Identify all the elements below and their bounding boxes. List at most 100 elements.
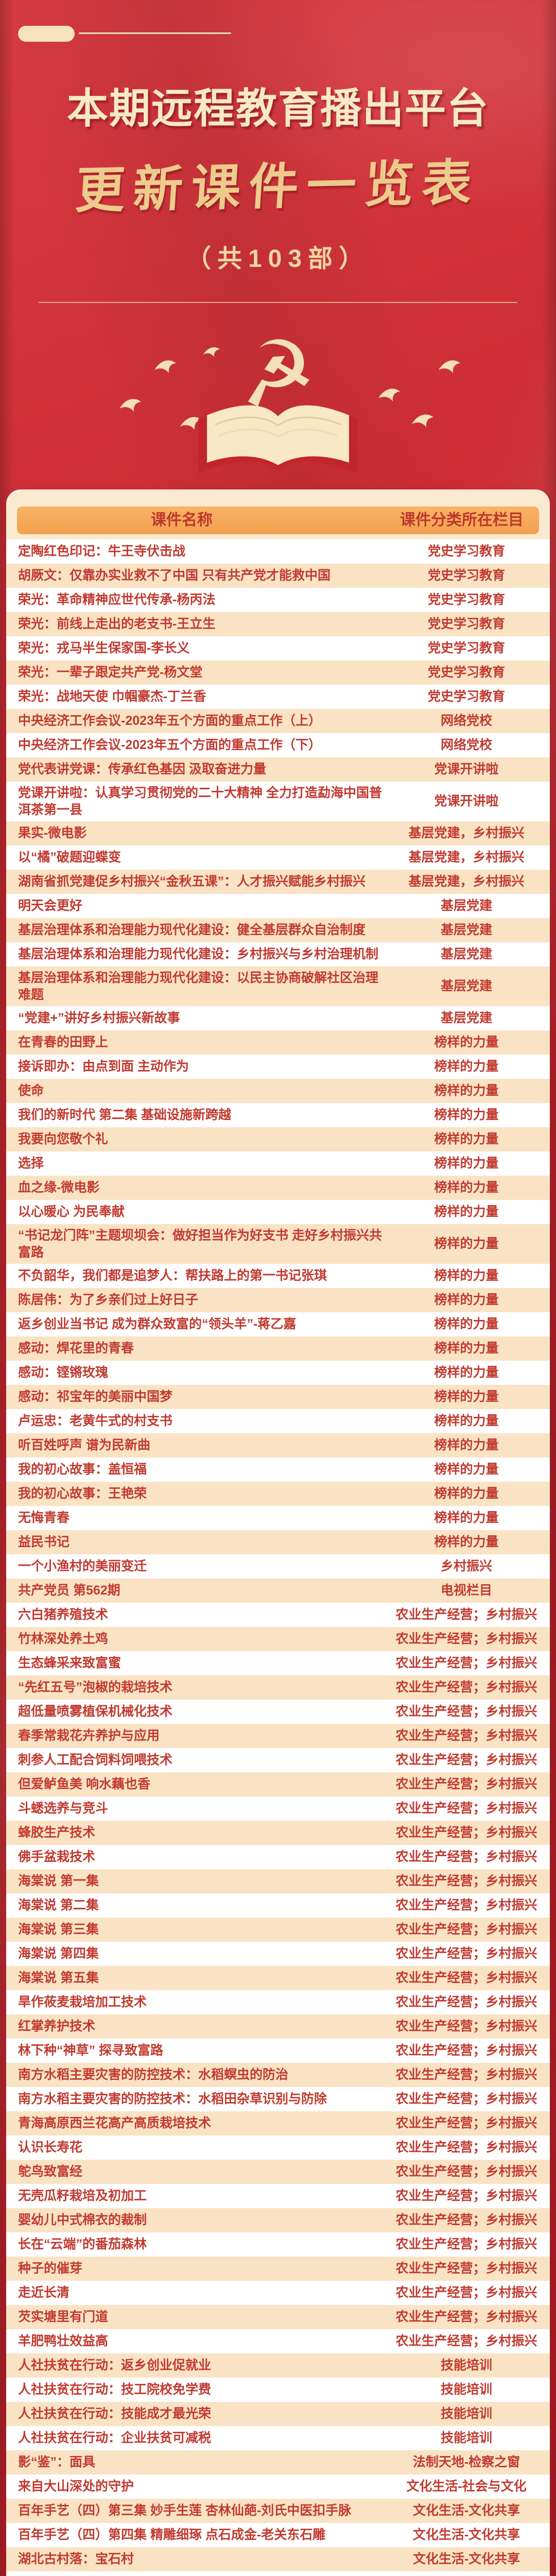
- course-category: 榜样的力量: [434, 1413, 499, 1428]
- course-category: 榜样的力量: [434, 1204, 499, 1219]
- course-title: 荣光：一辈子跟定共产党-杨文堂: [18, 665, 203, 680]
- course-category: 农业生产经营；乡村振兴: [395, 2212, 537, 2227]
- table-row: 接诉即办：由点到面 主动作为 榜样的力量: [6, 1055, 550, 1079]
- course-category: 技能培训: [440, 2406, 492, 2421]
- course-title: 以心暖心 为民奉献: [18, 1205, 125, 1219]
- course-title: 海棠说 第二集: [18, 1898, 99, 1913]
- course-title: 超低量喷雾植保机械化技术: [18, 1704, 173, 1719]
- column-header-category: 课件分类所在栏目: [400, 512, 524, 529]
- course-title: 海棠说 第一集: [18, 1874, 99, 1889]
- book-right-page: [278, 405, 349, 465]
- table-row: 春季常栽花卉养护与应用 农业生产经营；乡村振兴: [6, 1724, 550, 1748]
- course-title: 人社扶贫在行动：企业扶贫可减税: [18, 2431, 212, 2446]
- header-line-decoration: [79, 32, 231, 34]
- table-row: 明天会更好 基层党建: [6, 894, 550, 918]
- course-category: 农业生产经营；乡村振兴: [395, 2261, 537, 2276]
- course-category: 榜样的力量: [434, 1059, 499, 1074]
- course-title: 明天会更好: [18, 899, 83, 913]
- table-row: 长在“云端”的番茄森林 农业生产经营；乡村振兴: [6, 2232, 550, 2257]
- dove-icon: [119, 399, 141, 412]
- table-row: 百年手艺（四）第四集 精雕细琢 点石成金-老关东石雕 文化生活-文化共享: [6, 2523, 550, 2547]
- course-category: 农业生产经营；乡村振兴: [395, 1704, 537, 1719]
- course-category: 技能培训: [440, 2358, 492, 2372]
- course-title: 荣光：前线上走出的老支书-王立生: [18, 617, 216, 632]
- course-category: 电视栏目: [440, 1583, 492, 1598]
- table-row: 湖湘百工：土家族竹雕综述 文化生活-文化共享: [6, 2571, 550, 2576]
- table-row: 听百姓呼声 谱为民新曲 榜样的力量: [6, 1433, 550, 1458]
- course-category: 农业生产经营；乡村振兴: [395, 1680, 537, 1694]
- table-row: 海棠说 第一集 农业生产经营；乡村振兴: [6, 1869, 550, 1893]
- table-row: 定陶红色印记：牛王寺伏击战 党史学习教育: [6, 539, 550, 564]
- table-row: 蜂胶生产技术 农业生产经营；乡村振兴: [6, 1821, 550, 1845]
- course-category: 农业生产经营；乡村振兴: [395, 1922, 537, 1937]
- course-title: 接诉即办：由点到面 主动作为: [18, 1059, 189, 1074]
- course-title: 我要向您敬个礼: [18, 1132, 109, 1147]
- course-title: 荣光：战地天使 巾帼豪杰-丁兰香: [18, 689, 206, 704]
- course-title: 生态蜂采来致富蜜: [18, 1656, 121, 1671]
- course-category: 文化生活-文化共享: [412, 2527, 520, 2542]
- dove-icon: [412, 414, 433, 427]
- table-row: 林下种“神草” 探寻致富路 农业生产经营；乡村振兴: [6, 2039, 550, 2063]
- table-row: 佛手盆栽技术 农业生产经营；乡村振兴: [6, 1845, 550, 1869]
- course-category: 党课开讲啦: [434, 761, 499, 776]
- course-category: 农业生产经营；乡村振兴: [395, 2043, 537, 2058]
- course-category: 农业生产经营；乡村振兴: [395, 1873, 537, 1888]
- course-title: 斗蟋选养与竞斗: [18, 1801, 109, 1816]
- course-title: 青海高原西兰花高产高质栽培技术: [18, 2116, 212, 2131]
- table-row: 卢运忠：老黄牛式的村支书 榜样的力量: [6, 1409, 550, 1433]
- table-row: 中央经济工作会议-2023年五个方面的重点工作（上） 网络党校: [6, 709, 550, 733]
- course-category: 基层党建: [440, 922, 492, 937]
- course-category: 文化生活-社会与文化: [406, 2479, 527, 2494]
- course-title: 湖湘百工：土家族竹雕综述: [18, 2572, 389, 2576]
- course-category: 农业生产经营；乡村振兴: [395, 2115, 537, 2130]
- table-row: 竹林深处养土鸡 农业生产经营；乡村振兴: [6, 1627, 550, 1651]
- table-row: 我的初心故事：王艳荣 榜样的力量: [6, 1482, 550, 1506]
- course-title: 感动：铿锵玫瑰: [18, 1365, 109, 1380]
- table-row: 基层治理体系和治理能力现代化建设：乡村振兴与乡村治理机制 基层党建: [6, 942, 550, 967]
- course-category: 基层党建: [440, 946, 492, 961]
- course-title: 基层治理体系和治理能力现代化建设：以民主协商破解社区治理难题: [18, 971, 379, 1002]
- course-title: 湖北古村落：宝石村: [18, 2552, 134, 2567]
- course-category: 乡村振兴: [440, 1558, 492, 1573]
- course-title: 旱作莜麦栽培加工技术: [18, 1995, 147, 2010]
- course-category: 农业生产经营；乡村振兴: [395, 2019, 537, 2033]
- course-title: 认识长寿花: [18, 2140, 83, 2155]
- table-row: 旱作莜麦栽培加工技术 农业生产经营；乡村振兴: [6, 1990, 550, 2014]
- course-category: 榜样的力量: [434, 1534, 499, 1549]
- table-row: 影“鉴”：面具 法制天地-检察之窗: [6, 2450, 550, 2475]
- course-category: 农业生产经营；乡村振兴: [395, 1970, 537, 1985]
- table-row: 生态蜂采来致富蜜 农业生产经营；乡村振兴: [6, 1651, 550, 1675]
- table-row: 感动：铿锵玫瑰 榜样的力量: [6, 1361, 550, 1385]
- table-row: 海棠说 第五集 农业生产经营；乡村振兴: [6, 1966, 550, 1990]
- course-title: 共产党员 第562期: [18, 1583, 120, 1598]
- course-category: 榜样的力量: [434, 1131, 499, 1146]
- course-category: 农业生产经营；乡村振兴: [395, 1728, 537, 1743]
- table-row: “先红五号”泡椒的栽培技术 农业生产经营；乡村振兴: [6, 1675, 550, 1700]
- course-title: 返乡创业当书记 成为群众致富的“领头羊”-蒋乙嘉: [18, 1317, 297, 1332]
- course-title: “先红五号”泡椒的栽培技术: [18, 1680, 173, 1695]
- table-row: 南方水稻主要灾害的防控技术：水稻田杂草识别与防除 农业生产经营；乡村振兴: [6, 2087, 550, 2111]
- course-count-label: （共103部）: [186, 245, 370, 273]
- course-title: 竹林深处养土鸡: [18, 1632, 109, 1647]
- table-row: 但爱鲈鱼美 响水藕也香 农业生产经营；乡村振兴: [6, 1772, 550, 1797]
- course-title: 南方水稻主要灾害的防控技术：水稻田杂草识别与防除: [18, 2092, 327, 2107]
- course-title: 我的初心故事：盖恒福: [18, 1462, 147, 1477]
- course-title: 百年手艺（四）第三集 妙手生莲 杏林仙葩-刘氏中医扣手脉: [18, 2503, 352, 2518]
- header-divider: [39, 302, 517, 303]
- course-category: 榜样的力量: [434, 1437, 499, 1452]
- course-title: 感动：祁宝年的美丽中国梦: [18, 1389, 173, 1404]
- course-category: 榜样的力量: [434, 1462, 499, 1477]
- table-row: 走近长清 农业生产经营；乡村振兴: [6, 2281, 550, 2305]
- course-title: 一个小渔村的美丽变迁: [18, 1559, 147, 1574]
- course-title: 海棠说 第三集: [18, 1922, 99, 1937]
- course-category: 基层党建: [440, 978, 492, 993]
- course-category: 党史学习教育: [427, 568, 505, 583]
- table-row: 我的初心故事：盖恒福 榜样的力量: [6, 1458, 550, 1482]
- table-row: 无悔青春 榜样的力量: [6, 1506, 550, 1530]
- course-title: 我的初心故事：王艳荣: [18, 1486, 147, 1501]
- course-category: 榜样的力量: [434, 1035, 499, 1049]
- course-category: 基层党建，乡村振兴: [408, 874, 525, 889]
- course-table-panel: 课件名称 课件分类所在栏目 定陶红色印记：牛王寺伏击战 党史学习教育 胡厥文：仅…: [6, 489, 550, 2576]
- table-row: 共产党员 第562期 电视栏目: [6, 1579, 550, 1603]
- course-category: 网络党校: [440, 737, 492, 752]
